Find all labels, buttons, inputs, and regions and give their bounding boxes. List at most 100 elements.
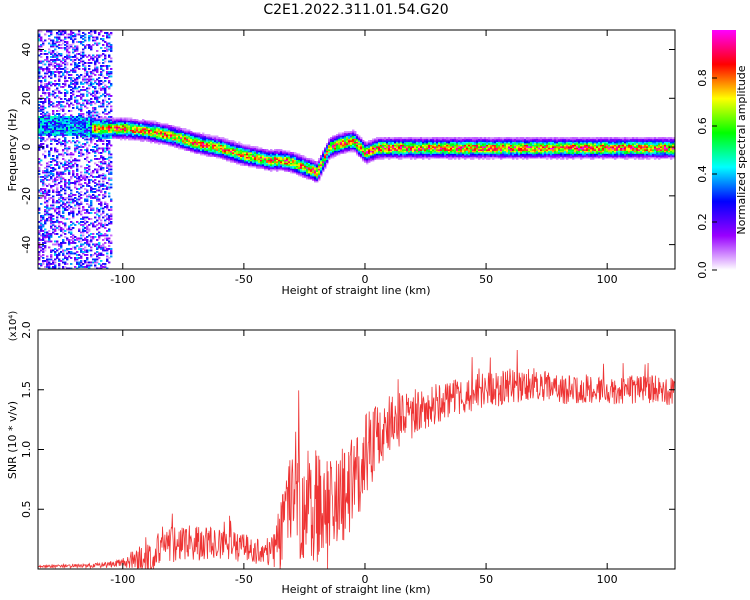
- spectrogram-cell: [42, 102, 45, 105]
- spectrogram-cell: [130, 131, 133, 133]
- spectrogram-cell: [62, 134, 65, 136]
- spectrogram-cell: [238, 149, 241, 151]
- spectrogram-cell: [90, 197, 93, 199]
- spectrogram-cell: [66, 56, 69, 58]
- spectrogram-cell: [106, 48, 109, 51]
- spectrogram-cell: [86, 72, 89, 75]
- spectrogram-cell: [196, 140, 199, 142]
- spectrogram-cell: [192, 134, 195, 136]
- spectrogram-cell: [306, 159, 309, 162]
- spectrogram-cell: [72, 42, 75, 45]
- spectrogram-cell: [370, 143, 373, 145]
- spectrogram-cell: [256, 147, 259, 150]
- spectrogram-cell: [110, 48, 113, 51]
- spectrogram-cell: [394, 150, 397, 153]
- spectrogram-cell: [100, 224, 103, 226]
- spectrogram-cell: [282, 167, 285, 169]
- spectrogram-cell: [94, 30, 97, 33]
- spectrogram-cell: [112, 122, 115, 124]
- spectrogram-cell: [364, 155, 367, 157]
- spectrogram-cell: [102, 39, 105, 42]
- spectrogram-cell: [68, 248, 71, 250]
- spectrogram-cell: [86, 216, 89, 219]
- spectrogram-cell: [386, 156, 389, 159]
- spectrogram-cell: [166, 123, 169, 126]
- spectrogram-cell: [44, 75, 47, 78]
- spectrogram-cell: [402, 140, 405, 142]
- spectrogram-cell: [354, 141, 357, 144]
- spectrogram-cell: [330, 155, 333, 157]
- spectrogram-cell: [420, 138, 423, 141]
- spectrogram-cell: [398, 158, 401, 160]
- spectrogram-cell: [326, 149, 329, 151]
- spectrogram-cell: [42, 126, 45, 129]
- spectrogram-cell: [288, 158, 291, 160]
- spectrogram-cell: [92, 150, 95, 153]
- spectrogram-cell: [60, 216, 63, 219]
- spectrogram-cell: [46, 87, 49, 90]
- spectrogram-cell: [60, 116, 63, 118]
- spectrogram-cell: [96, 131, 99, 133]
- spectrogram-cell: [418, 138, 421, 141]
- spectrogram-cell: [44, 131, 47, 133]
- spectrogram-cell: [272, 162, 275, 165]
- spectrogram-cell: [98, 218, 101, 220]
- spectrogram-cell: [96, 128, 99, 130]
- spectrogram-cell: [42, 132, 45, 135]
- spectrogram-cell: [418, 137, 421, 139]
- spectrogram-cell: [418, 147, 421, 150]
- spectrogram-cell: [266, 149, 269, 151]
- spectrogram-cell: [242, 156, 245, 159]
- spectrogram-cell: [54, 41, 57, 43]
- spectrogram-cell: [54, 191, 57, 193]
- spectrogram-cell: [40, 134, 43, 136]
- spectrogram-cell: [70, 176, 73, 178]
- spectrogram-cell: [102, 140, 105, 142]
- spectrogram-cell: [170, 140, 173, 142]
- spectrogram-cell: [62, 258, 65, 261]
- spectrogram-cell: [212, 146, 215, 148]
- spectrogram-cell: [56, 104, 59, 106]
- spectrogram-cell: [364, 156, 367, 159]
- spectrogram-cell: [108, 152, 111, 154]
- spectrogram-cell: [82, 207, 85, 210]
- spectrogram-cell: [360, 146, 363, 148]
- spectrogram-cell: [232, 146, 235, 148]
- spectrogram-cell: [248, 165, 251, 168]
- spectrogram-cell: [76, 213, 79, 216]
- spectrogram-cell: [410, 153, 413, 156]
- spectrogram-cell: [290, 165, 293, 168]
- spectrogram-cell: [258, 152, 261, 154]
- spectrogram-cell: [50, 59, 53, 61]
- spectrogram-cell: [188, 146, 191, 148]
- spectrogram-cell: [252, 162, 255, 165]
- spectrogram-cell: [194, 140, 197, 142]
- spectrogram-cell: [106, 252, 109, 255]
- spectrogram-cell: [50, 122, 53, 124]
- spectrogram-cell: [92, 134, 95, 136]
- spectrogram-cell: [56, 128, 59, 130]
- spectrogram-cell: [322, 170, 325, 172]
- spectrogram-cell: [432, 143, 435, 145]
- spectrogram-cell: [106, 158, 109, 160]
- spectrogram-cell: [42, 101, 45, 103]
- spectrogram-cell: [74, 122, 77, 124]
- spectrogram-cell: [106, 218, 109, 220]
- spectrogram-cell: [330, 150, 333, 153]
- spectrogram-cell: [74, 66, 77, 69]
- spectrogram-cell: [98, 125, 101, 127]
- spectrogram-cell: [38, 170, 41, 172]
- spectrogram-cell: [98, 152, 101, 154]
- spectrogram-cell: [38, 161, 41, 163]
- spectrogram-cell: [268, 162, 271, 165]
- spectrogram-cell: [428, 156, 431, 159]
- spectrogram-cell: [52, 44, 55, 46]
- spectrogram-cell: [388, 138, 391, 141]
- spectrogram-cell: [120, 122, 123, 124]
- spectrogram-cell: [338, 147, 341, 150]
- spectrogram-cell: [54, 48, 57, 51]
- spectrogram-cell: [86, 185, 89, 187]
- spectrogram-cell: [42, 131, 45, 133]
- spectrogram-cell: [160, 135, 163, 138]
- spectrogram-cell: [338, 140, 341, 142]
